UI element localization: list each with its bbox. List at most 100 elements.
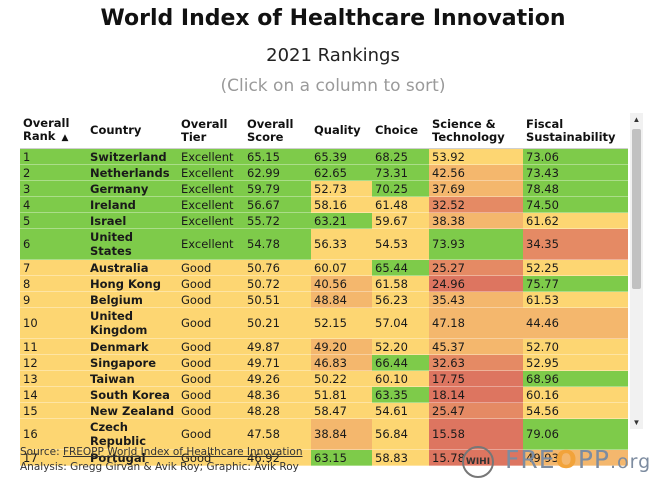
column-header-fiscal-sustainability[interactable]: Fiscal Sustainability	[523, 113, 628, 149]
choice-cell: 60.10	[372, 370, 429, 387]
score-cell: 46.92	[244, 449, 311, 466]
sort-ascending-icon: ▲	[61, 132, 69, 143]
fiscal-cell: 75.77	[523, 275, 628, 292]
tier-cell: Excellent	[178, 196, 244, 213]
rank-cell: 9	[20, 291, 87, 308]
wihi-logo: WIHI	[462, 446, 494, 478]
column-header-overall-score[interactable]: Overall Score	[244, 113, 311, 149]
tier-cell: Good	[178, 338, 244, 355]
fiscal-cell: 78.48	[523, 180, 628, 197]
rank-cell: 8	[20, 275, 87, 292]
table-row[interactable]: 11 Denmark Good 49.87 49.20 52.20 45.37 52.70	[20, 338, 628, 355]
scroll-down-icon[interactable]: ▼	[632, 418, 641, 427]
fiscal-cell: 34.35	[523, 228, 628, 260]
score-cell: 50.72	[244, 275, 311, 292]
quality-cell: 50.22	[311, 370, 372, 387]
fiscal-cell: 44.46	[523, 307, 628, 339]
column-header-country[interactable]: Country	[87, 113, 178, 149]
choice-cell: 70.25	[372, 180, 429, 197]
scrollbar-thumb[interactable]	[632, 129, 641, 289]
tier-cell: Good	[178, 307, 244, 339]
scroll-up-icon[interactable]: ▲	[632, 115, 641, 124]
source-prefix: Source:	[20, 446, 63, 458]
fiscal-cell: 61.62	[523, 212, 628, 229]
table-body: 1 Switzerland Excellent 65.15 65.39 68.25 53.9…	[20, 148, 628, 466]
fiscal-cell: 54.56	[523, 402, 628, 419]
table-row[interactable]: 8 Hong Kong Good 50.72 40.56 61.58 24.96 75.77	[20, 275, 628, 292]
table-row[interactable]: 1 Switzerland Excellent 65.15 65.39 68.25 53.9…	[20, 148, 628, 165]
column-header-overall-tier[interactable]: Overall Tier	[178, 113, 244, 149]
fiscal-cell: 73.06	[523, 148, 628, 165]
country-cell: Belgium	[87, 291, 178, 308]
score-cell: 65.15	[244, 148, 311, 165]
vertical-scrollbar[interactable]: ▲ ▼	[630, 113, 643, 429]
rankings-table-container: Overall Rank ▲ Country Overall Tier Overa…	[20, 113, 646, 466]
table-row[interactable]: 9 Belgium Good 50.51 48.84 56.23 35.43 61.53	[20, 291, 628, 308]
table-row[interactable]: 3 Germany Excellent 59.79 52.73 70.25 37.69 78.…	[20, 180, 628, 197]
science-cell: 38.38	[429, 212, 523, 229]
table-row[interactable]: 6 United States Excellent 54.78 56.33 54.53 73…	[20, 228, 628, 260]
column-header-choice[interactable]: Choice	[372, 113, 429, 149]
quality-cell: 65.39	[311, 148, 372, 165]
source-link[interactable]: FREOPP World Index of Healthcare Innovat…	[62, 446, 303, 458]
country-cell: Czech Republic	[87, 418, 178, 450]
science-cell: 15.58	[429, 418, 523, 450]
fiscal-cell: 49.93	[523, 449, 628, 466]
freopp-logo: FREOPP.org	[505, 445, 651, 474]
fiscal-cell: 79.06	[523, 418, 628, 450]
rank-cell: 13	[20, 370, 87, 387]
choice-cell: 58.83	[372, 449, 429, 466]
score-cell: 48.36	[244, 386, 311, 403]
fiscal-cell: 74.50	[523, 196, 628, 213]
page-title: World Index of Healthcare Innovation	[100, 6, 566, 31]
table-row[interactable]: 13 Taiwan Good 49.26 50.22 60.10 17.75 68.96	[20, 370, 628, 387]
quality-cell: 58.47	[311, 402, 372, 419]
country-cell: New Zealand	[87, 402, 178, 419]
table-row[interactable]: 4 Ireland Excellent 56.67 58.16 61.48 32.52 74.…	[20, 196, 628, 213]
table-row[interactable]: 5 Israel Excellent 55.72 63.21 59.67 38.38 61.6…	[20, 212, 628, 229]
column-header-overall-rank[interactable]: Overall Rank ▲	[20, 113, 87, 149]
tier-cell: Good	[178, 259, 244, 276]
tier-cell: Good	[178, 370, 244, 387]
quality-cell: 58.16	[311, 196, 372, 213]
choice-cell: 61.58	[372, 275, 429, 292]
tier-cell: Good	[178, 449, 244, 466]
country-cell: Portugal	[87, 449, 178, 466]
table-row[interactable]: 12 Singapore Good 49.71 46.83 66.44 32.63 52.95	[20, 354, 628, 371]
score-cell: 54.78	[244, 228, 311, 260]
quality-cell: 60.07	[311, 259, 372, 276]
quality-cell: 51.81	[311, 386, 372, 403]
rank-cell: 12	[20, 354, 87, 371]
rank-cell: 11	[20, 338, 87, 355]
choice-cell: 56.23	[372, 291, 429, 308]
rankings-table: Overall Rank ▲ Country Overall Tier Overa…	[20, 113, 628, 466]
tier-cell: Good	[178, 402, 244, 419]
score-cell: 62.99	[244, 164, 311, 181]
table-row[interactable]: 2 Netherlands Excellent 62.99 62.65 73.31 42.5…	[20, 164, 628, 181]
choice-cell: 68.25	[372, 148, 429, 165]
column-header-science-technology[interactable]: Science & Technology	[429, 113, 523, 149]
rank-cell: 5	[20, 212, 87, 229]
fiscal-cell: 61.53	[523, 291, 628, 308]
rank-cell: 3	[20, 180, 87, 197]
brand-part: FRE	[505, 445, 556, 474]
column-header-quality[interactable]: Quality	[311, 113, 372, 149]
tier-cell: Good	[178, 386, 244, 403]
analysis-credit: Analysis: Gregg Girvan & Avik Roy; Graph…	[20, 461, 299, 473]
fiscal-cell: 68.96	[523, 370, 628, 387]
table-row[interactable]: 15 New Zealand Good 48.28 58.47 54.61 25.47 54.…	[20, 402, 628, 419]
quality-cell: 63.15	[311, 449, 372, 466]
score-cell: 55.72	[244, 212, 311, 229]
rank-cell: 1	[20, 148, 87, 165]
table-row[interactable]: 7 Australia Good 50.76 60.07 65.44 25.27 52.25	[20, 259, 628, 276]
table-row[interactable]: 16 Czech Republic Good 47.58 38.84 56.84 15.58…	[20, 418, 628, 450]
brand-org: .org	[609, 451, 652, 473]
tier-cell: Good	[178, 418, 244, 450]
science-cell: 25.47	[429, 402, 523, 419]
quality-cell: 48.84	[311, 291, 372, 308]
table-row[interactable]: 14 South Korea Good 48.36 51.81 63.35 18.14 60.…	[20, 386, 628, 403]
rank-cell: 15	[20, 402, 87, 419]
table-row[interactable]: 10 United Kingdom Good 50.21 52.15 57.04 47.18…	[20, 307, 628, 339]
science-cell: 32.63	[429, 354, 523, 371]
science-cell: 53.92	[429, 148, 523, 165]
